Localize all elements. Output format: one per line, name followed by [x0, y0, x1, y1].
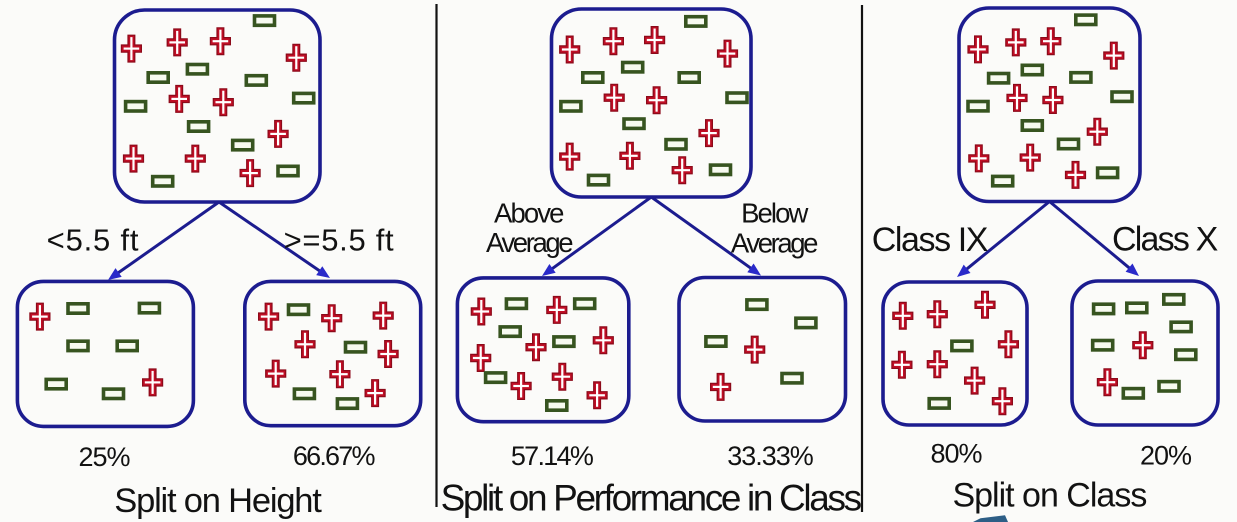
svg-text:Above: Above	[494, 198, 564, 229]
svg-text:>=5.5 ft: >=5.5 ft	[284, 222, 395, 257]
svg-text:Average: Average	[731, 227, 818, 258]
svg-text:Split on Class: Split on Class	[952, 477, 1146, 515]
svg-text:Class IX: Class IX	[872, 221, 988, 259]
svg-text:66.67%: 66.67%	[293, 441, 376, 471]
svg-text:Split on Performance in Class: Split on Performance in Class	[441, 478, 862, 519]
svg-text:Average: Average	[486, 227, 573, 258]
svg-text:Below: Below	[741, 198, 808, 229]
svg-text:57.14%: 57.14%	[511, 441, 594, 471]
svg-text:80%: 80%	[930, 439, 982, 469]
svg-text:25%: 25%	[78, 442, 130, 472]
svg-text:33.33%: 33.33%	[727, 441, 814, 471]
svg-text:Class X: Class X	[1112, 221, 1218, 259]
svg-text:20%: 20%	[1140, 441, 1192, 471]
svg-text:Split on Height: Split on Height	[114, 482, 322, 520]
svg-text:<5.5 ft: <5.5 ft	[47, 222, 140, 257]
